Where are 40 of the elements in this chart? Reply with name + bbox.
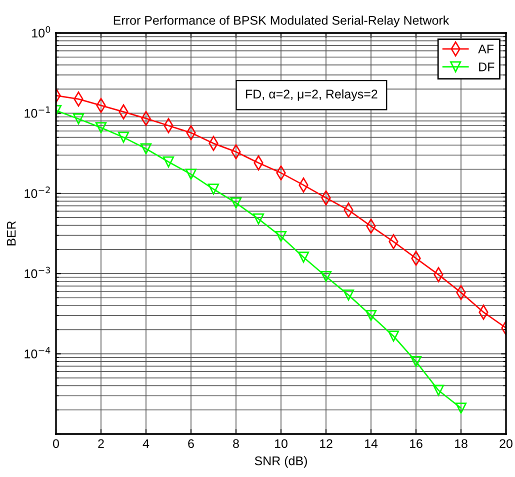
- x-tick-label: 14: [365, 439, 378, 448]
- legend-label: DF: [479, 62, 494, 72]
- legend-label: AF: [478, 44, 494, 54]
- point: [252, 213, 264, 225]
- point: [342, 290, 354, 301]
- x-tick-label: 12: [320, 439, 332, 448]
- annotation: FD, α=2, μ=2, Relays=2: [246, 89, 378, 101]
- point: [455, 402, 467, 414]
- y-tick-label: 10$^{−3}$: [24, 266, 50, 278]
- x-tick-label: 8: [233, 439, 239, 448]
- point: [365, 310, 377, 322]
- y-axis-title: BER: [7, 221, 16, 246]
- x-tick-label: 2: [98, 439, 104, 448]
- y-tick-label: 10$^{−1}$: [24, 106, 50, 118]
- point: [230, 197, 242, 209]
- x-tick-label: 10: [275, 439, 288, 448]
- y-tick-label: 10$^{0}$: [32, 26, 50, 38]
- point: [72, 113, 84, 124]
- point: [140, 143, 152, 154]
- x-tick-label: 18: [455, 439, 468, 448]
- point: [410, 356, 422, 368]
- point: [185, 168, 197, 180]
- point: [298, 252, 310, 263]
- x-tick-label: 4: [142, 439, 150, 448]
- point: [275, 230, 287, 242]
- y-tick-label: 10$^{−4}$: [24, 347, 50, 358]
- chart-title: Error Performance of BPSK Modulated Serial-Relay Network: [114, 16, 450, 28]
- x-tick-label: 6: [188, 439, 194, 448]
- y-tick-label: 10$^{−2}$: [24, 186, 50, 198]
- x-tick-label: 20: [500, 439, 512, 448]
- point: [388, 330, 400, 342]
- x-tick-label: 0: [53, 439, 59, 448]
- point: [320, 270, 332, 282]
- point: [118, 132, 130, 143]
- point: [208, 184, 220, 195]
- point: [432, 384, 444, 396]
- x-axis-title: SNR (dB): [254, 456, 307, 468]
- x-tick-label: 16: [410, 439, 422, 448]
- point: [162, 156, 174, 168]
- point: [95, 122, 107, 134]
